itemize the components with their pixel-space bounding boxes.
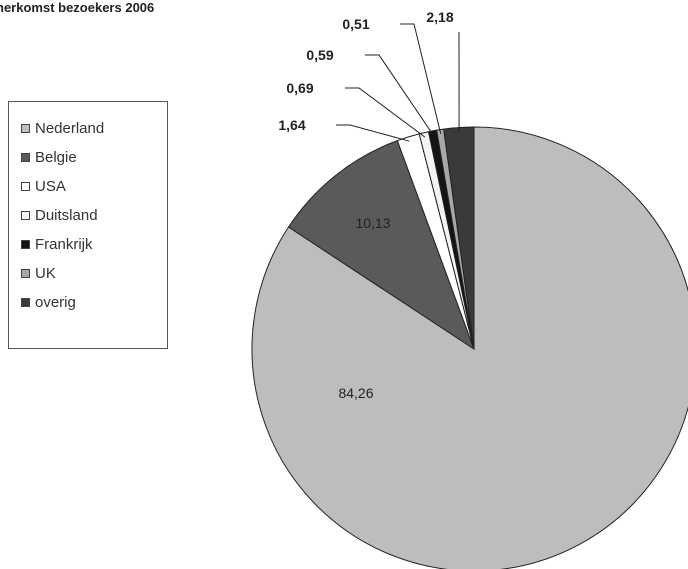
leader-line-uk — [400, 23, 442, 135]
leader-line-usa — [336, 124, 410, 142]
legend-item-overig: overig — [21, 288, 167, 317]
legend-swatch-nederland — [21, 124, 30, 133]
legend-label-usa: USA — [35, 178, 66, 195]
data-label-uk: 0,51 — [342, 16, 369, 32]
legend-swatch-overig — [21, 298, 30, 307]
legend-swatch-uk — [21, 269, 30, 278]
legend-label-belgie: Belgie — [35, 149, 77, 166]
legend-item-belgie: Belgie — [21, 143, 167, 172]
legend-item-usa: USA — [21, 172, 167, 201]
pie-slice-belgie — [287, 140, 475, 351]
legend-swatch-frankrijk — [21, 240, 30, 249]
legend-label-duitsland: Duitsland — [35, 207, 98, 224]
data-label-overig: 2,18 — [426, 9, 453, 25]
data-label-duitsland: 0,69 — [286, 80, 313, 96]
data-label-usa: 1,64 — [278, 117, 305, 133]
legend-item-nederland: Nederland — [21, 114, 167, 143]
legend-label-nederland: Nederland — [35, 120, 105, 137]
data-label-nederland: 84,26 — [338, 385, 373, 401]
legend-item-duitsland: Duitsland — [21, 201, 167, 230]
data-label-frankrijk: 0,59 — [306, 47, 333, 63]
leader-line-duitsland — [345, 87, 426, 138]
chart-title: herkomst bezoekers 2006 — [0, 0, 155, 15]
legend-swatch-belgie — [21, 153, 30, 162]
chart-legend: Nederland Belgie USA Duitsland Frankrijk… — [8, 101, 168, 349]
data-label-belgie: 10,13 — [355, 215, 390, 231]
legend-label-overig: overig — [35, 294, 76, 311]
legend-item-uk: UK — [21, 259, 167, 288]
pie-slice-nederland — [251, 126, 688, 569]
leader-line-frankrijk — [365, 54, 434, 136]
legend-label-frankrijk: Frankrijk — [35, 236, 93, 253]
legend-item-frankrijk: Frankrijk — [21, 230, 167, 259]
legend-swatch-duitsland — [21, 211, 30, 220]
legend-label-uk: UK — [35, 265, 56, 282]
legend-swatch-usa — [21, 182, 30, 191]
